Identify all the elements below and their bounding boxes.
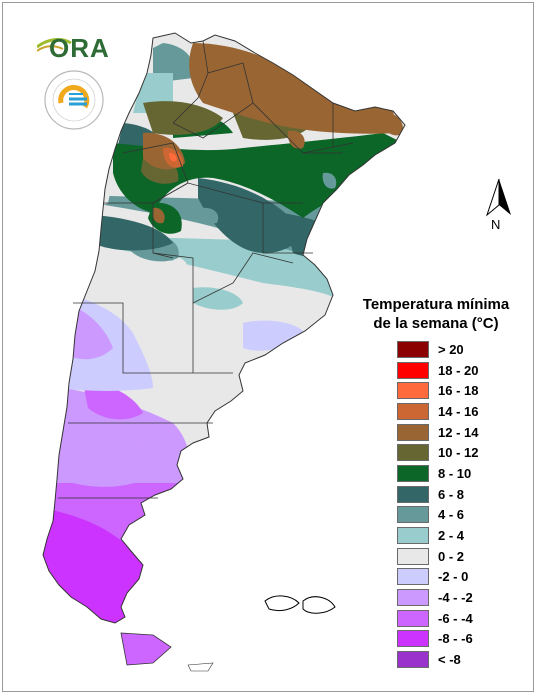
legend-label: 6 - 8 bbox=[438, 486, 465, 502]
legend-item: 0 - 2 bbox=[397, 546, 531, 567]
legend-label: -2 - 0 bbox=[438, 569, 469, 585]
smn-emblem-icon bbox=[44, 70, 104, 130]
legend-label: > 20 bbox=[438, 341, 464, 357]
legend-swatch bbox=[397, 630, 429, 648]
legend-item: 6 - 8 bbox=[397, 484, 531, 505]
legend-item: -6 - -4 bbox=[397, 608, 531, 629]
legend-label: 8 - 10 bbox=[438, 465, 472, 481]
ora-logo-text: ORA bbox=[49, 33, 110, 63]
north-label: N bbox=[491, 217, 501, 232]
legend-swatch bbox=[397, 464, 429, 482]
legend-swatch bbox=[397, 527, 429, 545]
legend-label: 12 - 14 bbox=[438, 424, 479, 440]
legend-item: -4 - -2 bbox=[397, 587, 531, 608]
tierra-del-fuego bbox=[120, 632, 172, 666]
legend-swatch bbox=[397, 361, 429, 379]
legend-label: -6 - -4 bbox=[438, 610, 473, 626]
legend-swatch bbox=[397, 568, 429, 586]
legend-title-line-2: de la semana (°C) bbox=[373, 315, 499, 332]
legend-title-line-1: Temperatura mínima bbox=[362, 296, 510, 313]
legend-label: 2 - 4 bbox=[438, 528, 465, 544]
legend-swatch bbox=[397, 485, 429, 503]
legend-label: 0 - 2 bbox=[438, 548, 465, 564]
legend-swatch bbox=[397, 382, 429, 400]
legend: Temperatura mínima de la semana (°C) > 2… bbox=[351, 295, 531, 670]
legend-title: Temperatura mínima de la semana (°C) bbox=[351, 295, 521, 333]
legend-swatch bbox=[397, 547, 429, 565]
legend-swatch bbox=[397, 506, 429, 524]
legend-label: 18 - 20 bbox=[438, 362, 479, 378]
legend-swatch bbox=[397, 340, 429, 358]
legend-items: > 20 18 - 20 16 - 18 14 - 16 12 - 14 10 - 12 8… bbox=[397, 339, 531, 670]
legend-label: 4 - 6 bbox=[438, 507, 465, 523]
legend-swatch bbox=[397, 402, 429, 420]
province-borders bbox=[42, 32, 406, 624]
legend-item: > 20 bbox=[397, 339, 531, 360]
legend-item: 4 - 6 bbox=[397, 505, 531, 526]
legend-item: 18 - 20 bbox=[397, 360, 531, 381]
legend-label: 16 - 18 bbox=[438, 383, 479, 399]
north-arrow-icon bbox=[485, 178, 511, 217]
legend-swatch bbox=[397, 444, 429, 462]
legend-item: 2 - 4 bbox=[397, 525, 531, 546]
legend-item: 10 - 12 bbox=[397, 442, 531, 463]
legend-swatch bbox=[397, 609, 429, 627]
ora-logo: ORA bbox=[36, 33, 110, 63]
legend-item: -2 - 0 bbox=[397, 567, 531, 588]
legend-label: 14 - 16 bbox=[438, 403, 479, 419]
legend-swatch bbox=[397, 589, 429, 607]
legend-item: 16 - 18 bbox=[397, 380, 531, 401]
legend-swatch bbox=[397, 651, 429, 669]
legend-item: < -8 bbox=[397, 649, 531, 670]
legend-item: 8 - 10 bbox=[397, 463, 531, 484]
smn-logo bbox=[43, 69, 105, 131]
north-arrow: N bbox=[481, 177, 517, 233]
temperature-map bbox=[42, 32, 406, 672]
legend-label: -4 - -2 bbox=[438, 590, 473, 606]
malvinas-islands bbox=[264, 595, 336, 614]
legend-item: 14 - 16 bbox=[397, 401, 531, 422]
legend-label: 10 - 12 bbox=[438, 445, 479, 461]
legend-item: 12 - 14 bbox=[397, 422, 531, 443]
ora-leaf-icon bbox=[36, 38, 72, 52]
legend-swatch bbox=[397, 423, 429, 441]
legend-label: < -8 bbox=[438, 652, 461, 668]
legend-label: -8 - -6 bbox=[438, 631, 473, 647]
legend-item: -8 - -6 bbox=[397, 629, 531, 650]
